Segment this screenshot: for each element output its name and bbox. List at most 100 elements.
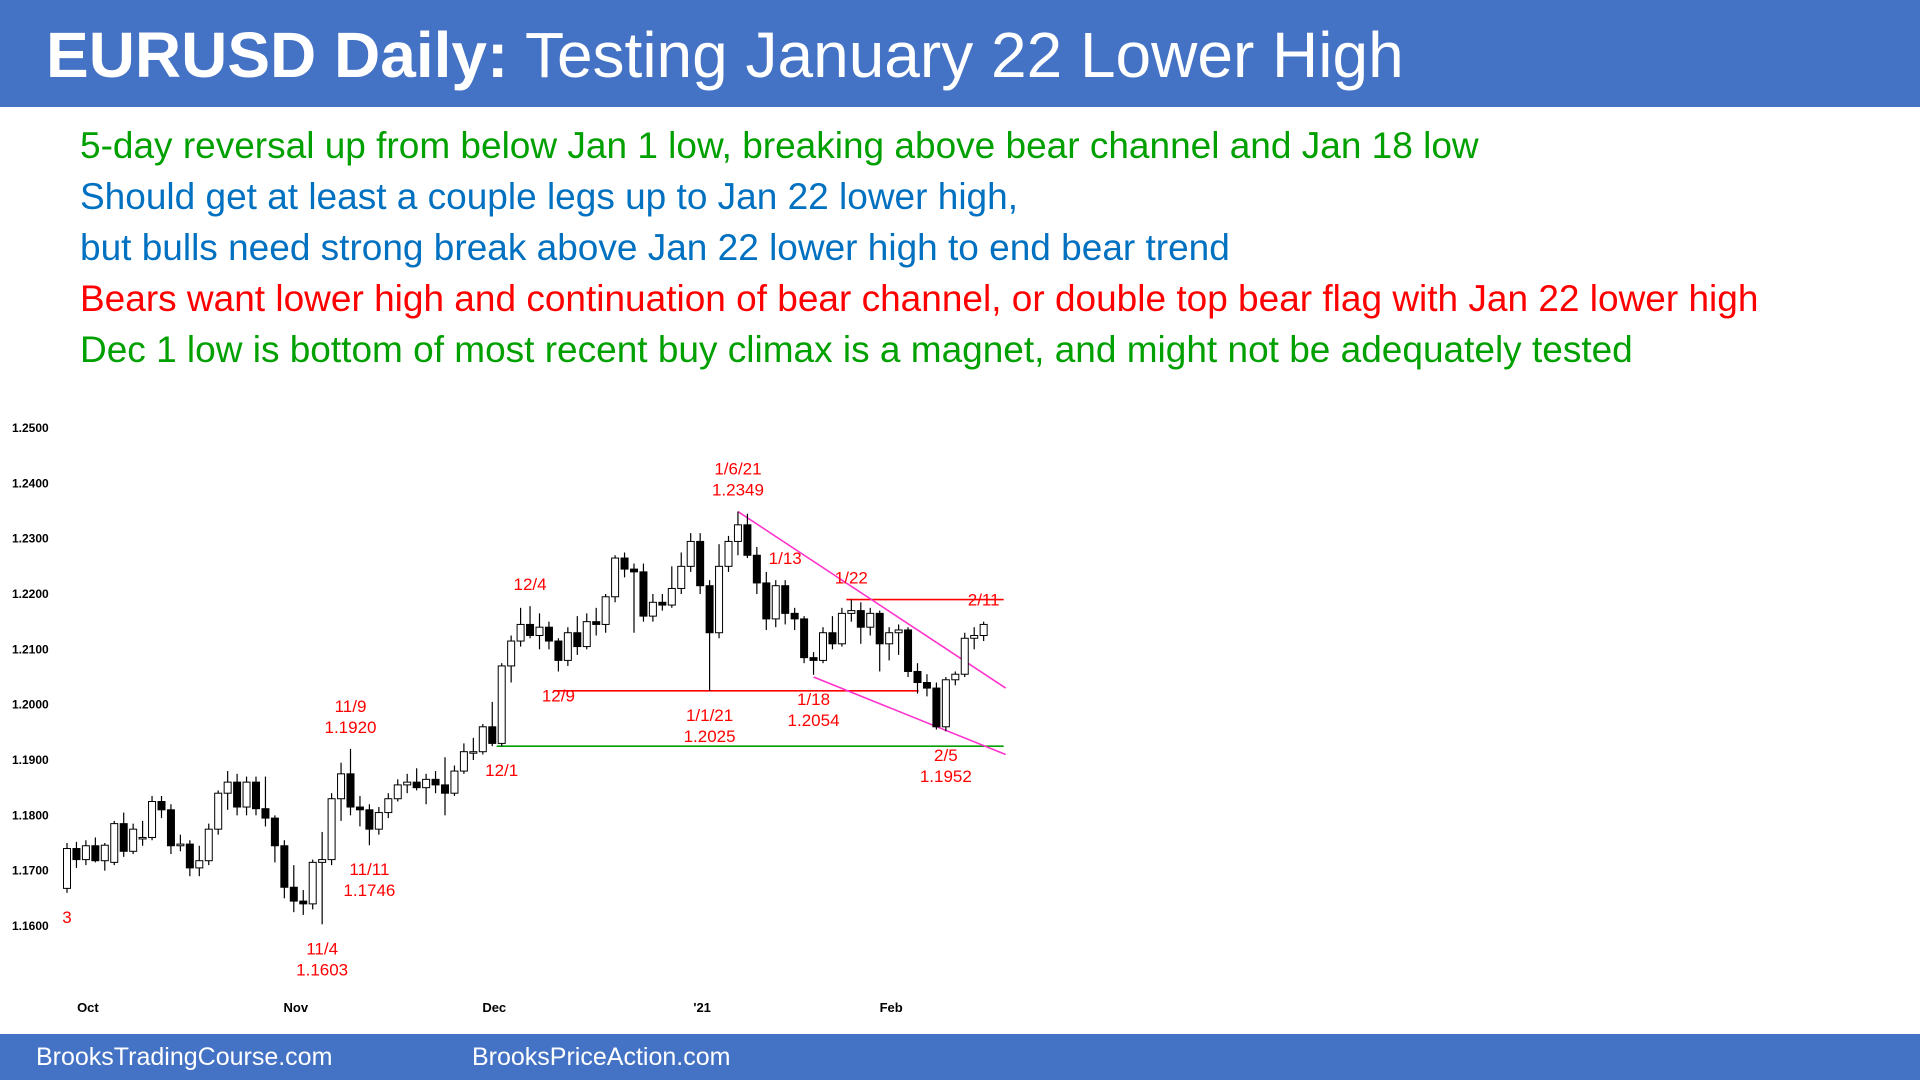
bear-candle — [809, 657, 818, 661]
bear-candle — [252, 781, 260, 810]
bull-candle — [866, 612, 875, 628]
bull-candle — [459, 751, 468, 772]
bear-candle — [157, 801, 166, 811]
footer-bar: BrooksTradingCourse.com BrooksPriceActio… — [0, 1034, 1920, 1080]
x-tick-label: Dec — [482, 1000, 506, 1015]
bull-candle — [337, 773, 346, 800]
bull-candle — [469, 751, 478, 754]
bear-candle — [526, 623, 535, 637]
bear-candle — [790, 612, 799, 620]
bull-candle — [129, 828, 138, 852]
bear-candle — [752, 554, 761, 584]
bear-candle — [346, 773, 355, 808]
bear-candle — [630, 568, 638, 573]
price-annotation: 1.2349 — [712, 481, 764, 500]
bull-candle — [960, 637, 969, 675]
price-annotation: 1.1746 — [343, 881, 395, 900]
lower-channel-line — [813, 676, 1006, 756]
bull-candle — [941, 679, 950, 728]
bull-candle — [497, 665, 506, 744]
y-tick-label: 1.1600 — [12, 919, 49, 933]
bear-candle — [743, 524, 752, 556]
bear-candle — [828, 632, 837, 645]
y-tick-label: 1.1700 — [12, 864, 49, 878]
bear-candle — [875, 612, 884, 645]
price-annotation: 1.1952 — [920, 767, 972, 786]
bear-candle — [431, 778, 440, 786]
price-annotation: 1/13 — [769, 549, 802, 568]
bull-candle — [308, 861, 317, 905]
bull-candle — [138, 836, 147, 840]
bear-candle — [365, 809, 374, 830]
bear-candle — [592, 621, 601, 625]
bear-candle — [355, 806, 364, 811]
bull-candle — [894, 629, 903, 634]
price-annotation: 1/18 — [797, 690, 830, 709]
bear-candle — [762, 582, 771, 620]
bull-candle — [450, 770, 459, 794]
bull-candle — [327, 798, 336, 861]
bull-candle — [970, 635, 979, 639]
bull-candle — [214, 792, 223, 830]
bear-candle — [705, 585, 714, 634]
y-tick-label: 1.2500 — [12, 421, 49, 435]
note-line: Bears want lower high and continuation o… — [80, 278, 1759, 319]
price-annotation: 12/4 — [514, 575, 547, 594]
bear-candle — [488, 726, 497, 744]
bear-candle — [658, 601, 667, 606]
commentary-notes: 5-day reversal up from below Jan 1 low, … — [80, 120, 1758, 375]
bear-candle — [932, 687, 941, 728]
bull-candle — [819, 632, 827, 661]
price-annotation: 1/6/21 — [714, 460, 761, 479]
x-tick-label: Feb — [880, 1000, 903, 1015]
note-line: Should get at least a couple legs up to … — [80, 176, 1018, 217]
footer-link-price-action[interactable]: BrooksPriceAction.com — [472, 1043, 731, 1071]
price-chart: 1.1600 1.1700 1.1800 1.1900 1.2000 1.2100 1.22… — [12, 421, 1007, 1015]
bear-candle — [639, 571, 648, 617]
bull-candle — [393, 784, 402, 800]
price-annotation: 1/22 — [835, 569, 868, 588]
bull-candle — [677, 565, 686, 589]
bull-candle — [837, 612, 846, 645]
note-line: Dec 1 low is bottom of most recent buy c… — [80, 329, 1633, 370]
bull-candle — [223, 781, 232, 794]
bull-candle — [563, 632, 572, 661]
bear-candle — [270, 817, 279, 847]
bear-candle — [856, 610, 865, 628]
price-annotation: 1/1/21 — [686, 706, 733, 725]
bull-candle — [63, 848, 71, 889]
bull-candle — [110, 823, 119, 863]
y-tick-label: 1.2000 — [12, 698, 49, 712]
price-annotation: 1.2025 — [684, 727, 736, 746]
bull-candle — [374, 812, 383, 830]
price-annotation: 11/9 — [335, 697, 367, 716]
bull-candle — [204, 828, 213, 862]
bull-candle — [648, 601, 657, 617]
x-tick-label: Nov — [284, 1000, 309, 1015]
bull-candle — [733, 524, 742, 542]
bull-candle — [667, 587, 676, 606]
bull-candle — [582, 621, 591, 648]
bear-candle — [781, 585, 790, 614]
bear-candle — [289, 886, 298, 902]
bull-candle — [951, 673, 960, 681]
page-title: EURUSD Daily: Testing January 22 Lower H… — [46, 20, 1404, 90]
bear-candle — [280, 845, 289, 888]
price-annotation: 11/4 — [306, 939, 338, 958]
price-annotation: 12/9 — [542, 686, 575, 705]
header-bar: EURUSD Daily: Testing January 22 Lower H… — [0, 0, 1920, 107]
bear-candle — [554, 640, 563, 661]
bull-candle — [611, 557, 620, 598]
bull-candle — [979, 623, 988, 637]
footer-link-trading-course[interactable]: BrooksTradingCourse.com — [36, 1043, 333, 1071]
y-tick-label: 1.1800 — [12, 808, 49, 822]
bull-candle — [403, 781, 412, 786]
bear-candle — [922, 682, 931, 689]
bear-candle — [441, 784, 449, 794]
bull-candle — [422, 778, 431, 789]
price-annotation: 12/1 — [485, 761, 518, 780]
bear-candle — [119, 823, 128, 852]
y-tick-label: 1.2100 — [12, 642, 49, 656]
price-annotation: 1.2054 — [788, 711, 840, 730]
y-tick-label: 1.2300 — [12, 532, 49, 546]
